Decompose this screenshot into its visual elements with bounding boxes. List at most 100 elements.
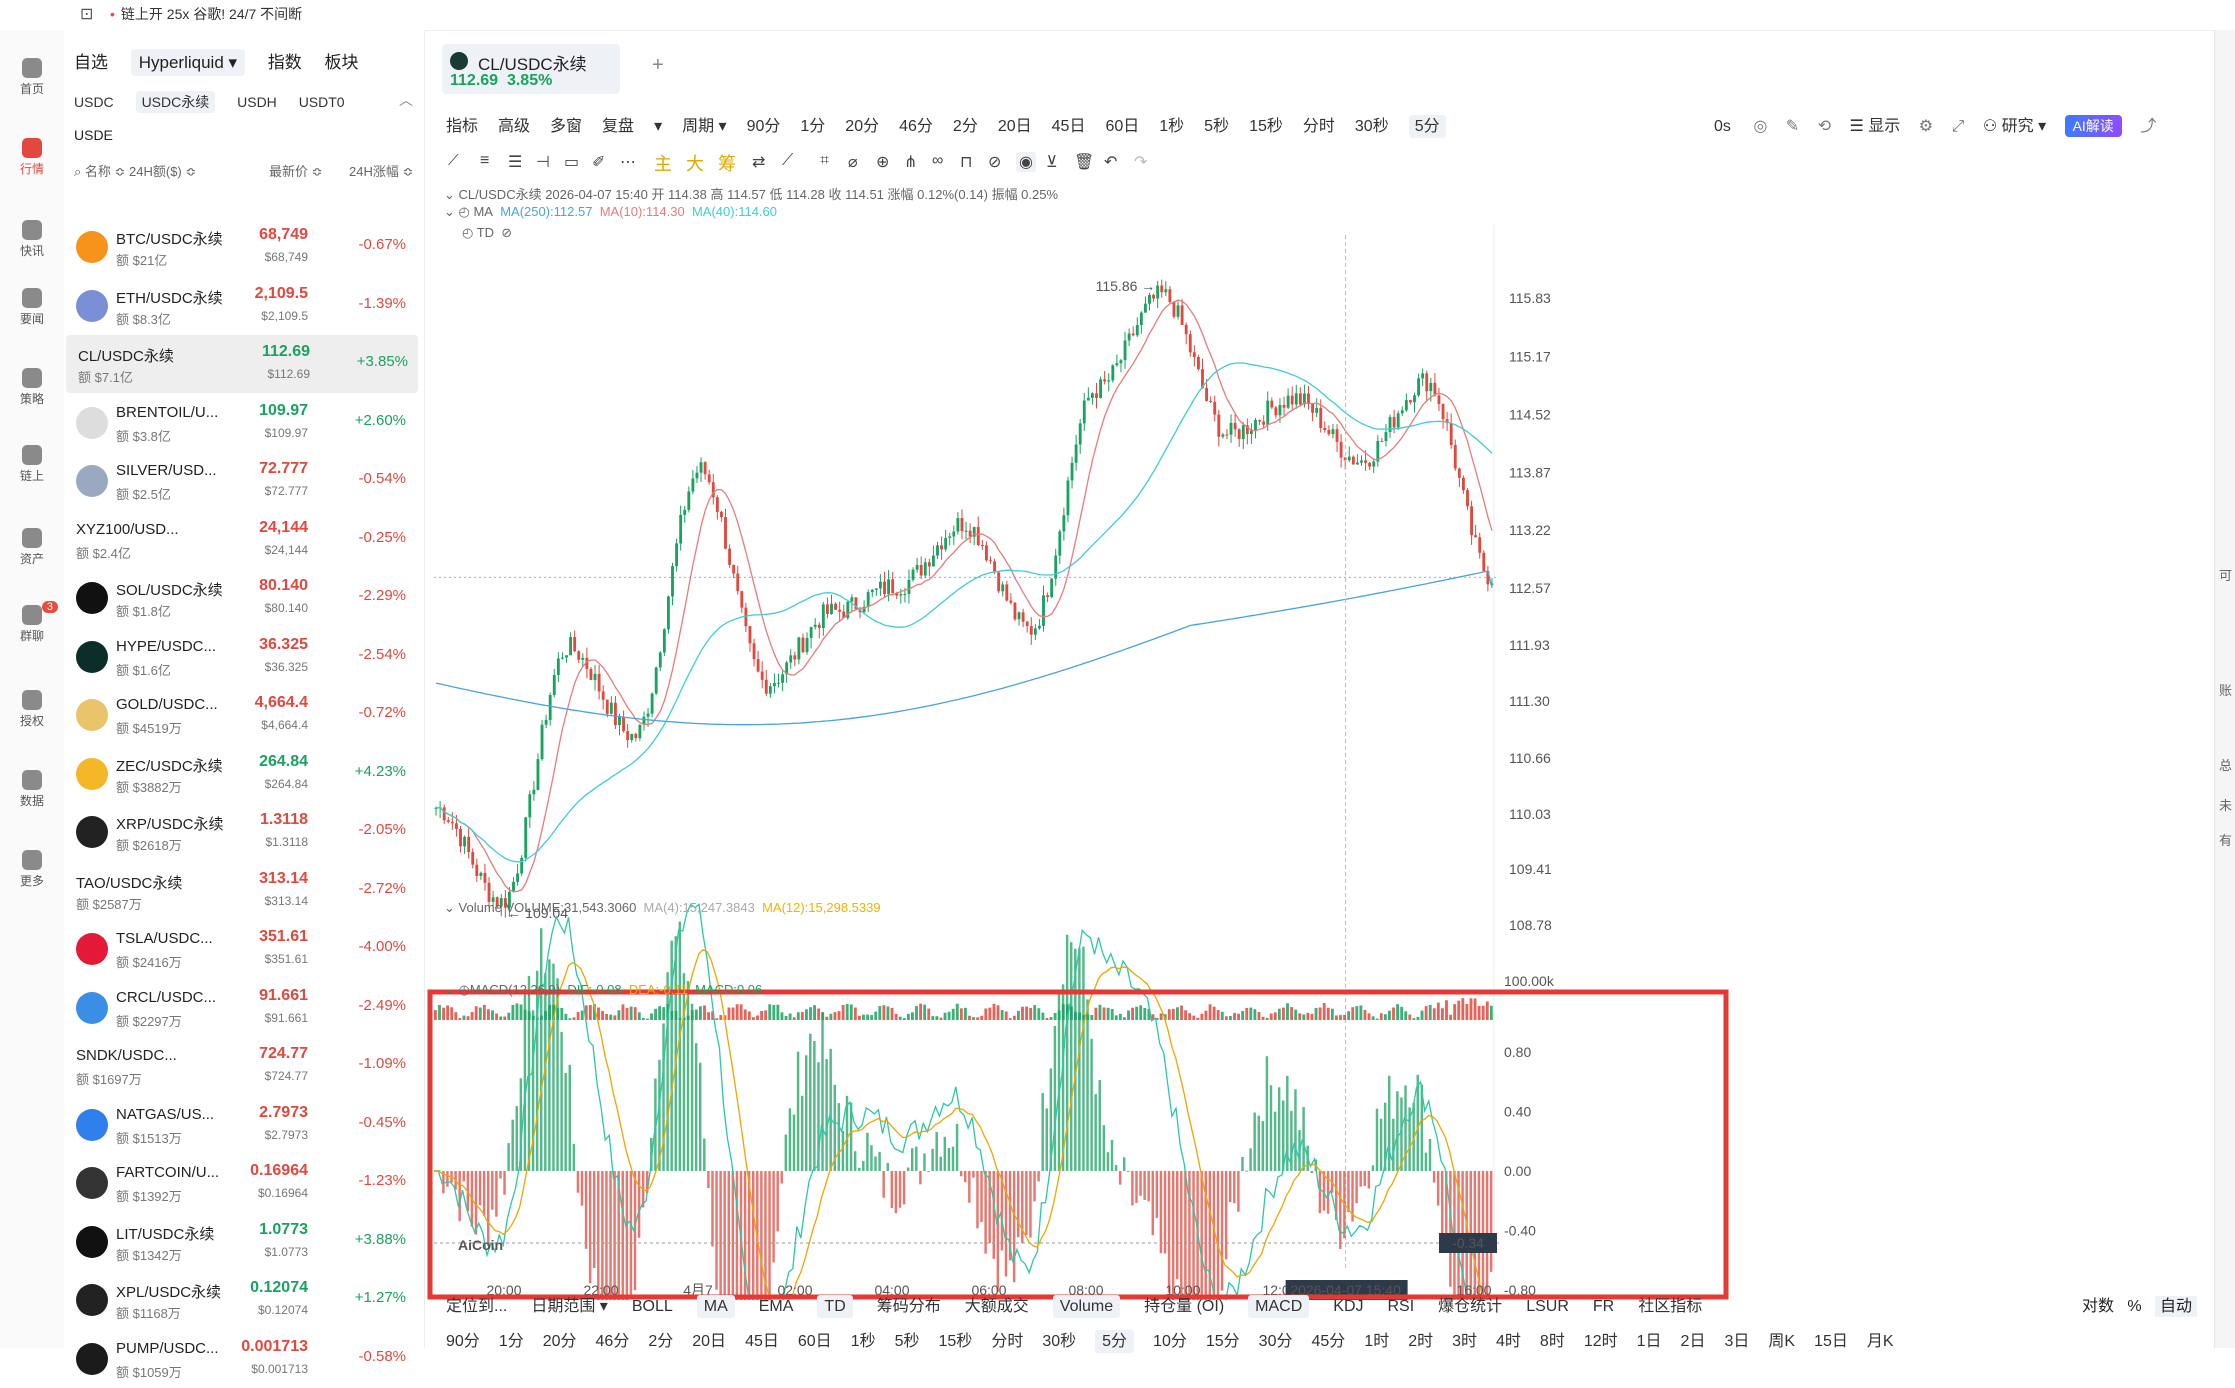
subtab-usdc-perp[interactable]: USDC永续 [135, 91, 216, 113]
period-28[interactable]: 15日 [1814, 1333, 1848, 1350]
toolbar-item-0[interactable]: 指标 [446, 118, 479, 135]
market-row[interactable]: TAO/USDC永续额 $2587万 313.14 $313.14 -2.72% [64, 862, 416, 920]
magnet-icon[interactable]: ⋔ [904, 154, 918, 171]
period-16[interactable]: 30分 [1258, 1333, 1293, 1350]
market-row[interactable]: ZEC/USDC永续额 $3882万 264.84 $264.84 +4.23% [64, 745, 416, 803]
indicator-8[interactable]: Volume [1052, 1295, 1121, 1318]
indicator-15[interactable]: FR [1592, 1298, 1615, 1315]
period-18[interactable]: 1时 [1364, 1333, 1390, 1350]
rail-item-9[interactable]: 数据 [0, 770, 64, 809]
toolbar-item-10[interactable]: 2分 [952, 118, 978, 135]
period-20[interactable]: 3时 [1452, 1333, 1478, 1350]
settings-icon[interactable]: ⚙ [1918, 118, 1934, 135]
redo-icon[interactable]: ↷ [1134, 154, 1148, 171]
toolbar-item-6[interactable]: 90分 [746, 118, 781, 135]
period-26[interactable]: 3日 [1724, 1333, 1750, 1350]
auto-scale-button[interactable]: 自动 [2154, 1296, 2197, 1317]
market-row[interactable]: XYZ100/USD... 额 $2.4亿 24,144 $24,144 -0.25% [64, 511, 416, 569]
indicator-1[interactable]: 日期范围 ▾ [531, 1298, 608, 1315]
tab-watchlist[interactable]: 自选 [74, 53, 108, 72]
rail-item-6[interactable]: 资产 [0, 528, 64, 567]
toolbar-item-7[interactable]: 1分 [800, 118, 826, 135]
ai-button[interactable]: AI解读 [2064, 115, 2122, 137]
link-icon[interactable]: ∞ [932, 152, 944, 169]
lock-icon[interactable]: ⊓ [960, 154, 973, 171]
period-29[interactable]: 月K [1866, 1333, 1894, 1350]
camera-icon[interactable]: ◎ [1753, 118, 1768, 135]
toolbar-item-2[interactable]: 多窗 [550, 118, 583, 135]
period-19[interactable]: 2时 [1408, 1333, 1434, 1350]
toolbar-item-14[interactable]: 1秒 [1159, 118, 1185, 135]
toolbar-item-13[interactable]: 60日 [1105, 118, 1140, 135]
window-icon[interactable]: ⊡ [80, 6, 94, 23]
market-row[interactable]: FARTCOIN/U... 额 $1392万 0.16964 $0.16964 -1.2… [64, 1154, 416, 1212]
trash-icon[interactable]: 🗑 [1074, 154, 1095, 171]
period-27[interactable]: 周K [1768, 1333, 1796, 1350]
period-0[interactable]: 90分 [446, 1333, 480, 1350]
more-tools-icon[interactable]: ⋯ [620, 154, 636, 171]
price-chart[interactable]: 115.83 115.17 114.52 113.87 113.22 112.57 111.… [424, 180, 2214, 1300]
draw-icon[interactable]: ⟋ [782, 152, 794, 169]
hline-tool-icon[interactable]: ⊣ [536, 154, 550, 171]
undo-icon[interactable]: ↶ [1104, 154, 1118, 171]
toolbar-item-9[interactable]: 46分 [899, 118, 933, 135]
market-row[interactable]: XPL/USDC永续额 $1168万 0.12074 $0.12074 +1.27% [64, 1271, 416, 1329]
indicator-6[interactable]: 筹码分布 [876, 1298, 941, 1315]
period-9[interactable]: 5秒 [894, 1333, 920, 1350]
period-6[interactable]: 45日 [745, 1333, 779, 1350]
period-14[interactable]: 10分 [1153, 1333, 1187, 1350]
subtab-usde[interactable]: USDE [74, 127, 113, 143]
market-row[interactable]: CRCL/USDC... 额 $2297万 91.661 $91.661 -2.49% [64, 979, 416, 1037]
toolbar-item-1[interactable]: 高级 [498, 118, 531, 135]
period-22[interactable]: 8时 [1539, 1333, 1565, 1350]
tab-hyperliquid[interactable]: Hyperliquid ▾ [130, 49, 246, 76]
rail-item-3[interactable]: 要闻 [0, 288, 64, 327]
toolbar-item-11[interactable]: 20日 [997, 118, 1032, 135]
share-icon[interactable]: ⤴ [2140, 118, 2157, 135]
period-1[interactable]: 1分 [498, 1333, 524, 1350]
period-4[interactable]: 2分 [648, 1333, 674, 1350]
header-change[interactable]: 24H涨幅 ≎ [349, 164, 414, 179]
toolbar-item-16[interactable]: 15秒 [1249, 118, 1283, 135]
market-row[interactable]: PUMP/USDC... 额 $1059万 0.001713 $0.001713 -0.… [64, 1330, 416, 1388]
rail-item-1[interactable]: 行情 [0, 138, 64, 177]
market-row[interactable]: BRENTOIL/U... 额 $3.8亿 109.97 $109.97 +2.60% [64, 394, 416, 452]
line-tool-icon[interactable]: ⟋ [448, 152, 459, 169]
subtab-usdc[interactable]: USDC [74, 94, 114, 110]
market-row[interactable]: BTC/USDC永续额 $21亿 68,749 $68,749 -0.67% [64, 218, 416, 276]
period-23[interactable]: 12时 [1583, 1333, 1618, 1350]
zoom-icon[interactable]: ⊕ [876, 154, 890, 171]
banner-message[interactable]: • 链上开 25x 谷歌! 24/7 不间断 [110, 6, 303, 22]
display-button[interactable]: ☰ 显示 [1849, 118, 1901, 135]
market-row[interactable]: SNDK/USDC... 额 $1697万 724.77 $724.77 -1.09% [64, 1037, 416, 1095]
indicator-5[interactable]: TD [817, 1295, 853, 1318]
toolbar-item-17[interactable]: 分时 [1302, 118, 1335, 135]
indicator-9[interactable]: 持仓量 (OI) [1144, 1298, 1225, 1315]
market-row[interactable]: GOLD/USDC... 额 $4519万 4,664.4 $4,664.4 -0.72… [64, 686, 416, 744]
period-11[interactable]: 分时 [991, 1333, 1024, 1350]
symbol-tab[interactable]: CL/USDC永续 112.69 3.85% [442, 44, 620, 94]
period-25[interactable]: 2日 [1680, 1333, 1706, 1350]
pen-icon[interactable]: ✎ [1785, 118, 1800, 135]
header-name[interactable]: 名称 ≎ 24H额($) ≎ [84, 164, 197, 179]
indicator-7[interactable]: 大额成交 [964, 1298, 1029, 1315]
parallel-tool-icon[interactable]: ≡ [480, 152, 490, 169]
filter-icon[interactable]: ⊻ [1046, 154, 1058, 171]
header-price[interactable]: 最新价 ≎ [269, 164, 323, 179]
tab-index[interactable]: 指数 [267, 53, 302, 72]
indicator-4[interactable]: EMA [758, 1298, 794, 1315]
period-13[interactable]: 5分 [1095, 1330, 1135, 1353]
rail-item-10[interactable]: 更多 [0, 850, 64, 889]
indicator-2[interactable]: BOLL [631, 1298, 673, 1315]
subtab-usdh[interactable]: USDH [237, 94, 277, 110]
channel-tool-icon[interactable]: ☰ [508, 154, 523, 171]
market-row[interactable]: NATGAS/US... 额 $1513万 2.7973 $2.7973 -0.45% [64, 1096, 416, 1154]
period-10[interactable]: 15秒 [938, 1333, 973, 1350]
sync-icon[interactable]: ⇄ [752, 154, 766, 171]
period-17[interactable]: 45分 [1311, 1333, 1346, 1350]
ruler-icon[interactable]: ⌀ [848, 154, 858, 171]
indicator-10[interactable]: MACD [1248, 1295, 1310, 1318]
rail-item-8[interactable]: 授权 [0, 690, 64, 729]
visibility-icon[interactable]: ◉ [1016, 152, 1036, 172]
indicator-0[interactable]: 定位到... [446, 1298, 508, 1315]
